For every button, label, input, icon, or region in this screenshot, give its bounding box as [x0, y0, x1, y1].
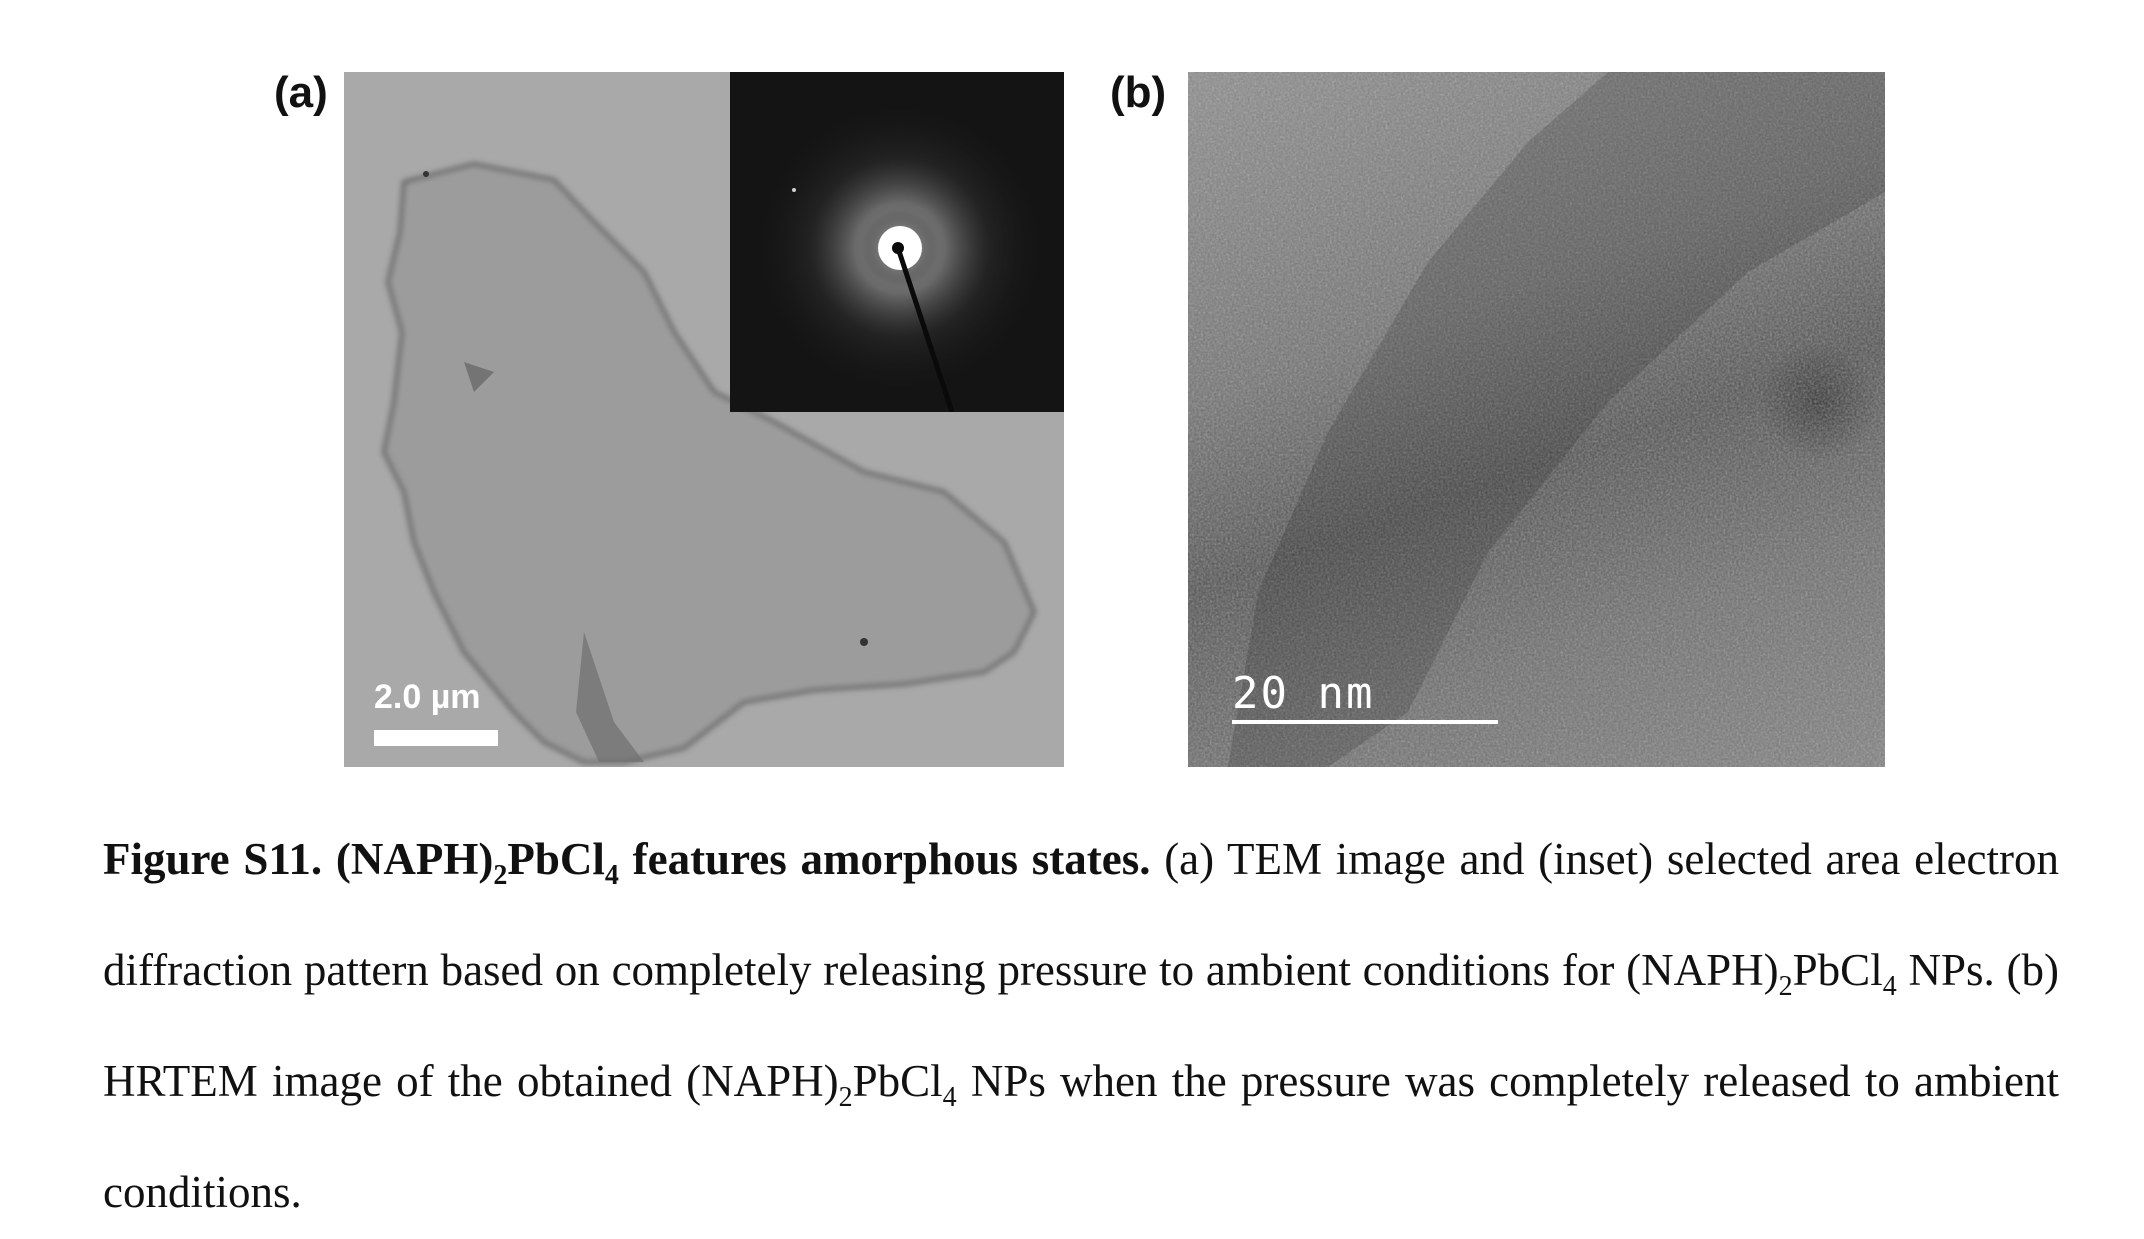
- hrtem-image-panel-b: 20 nm: [1188, 72, 1885, 767]
- panel-b-label: (b): [1110, 68, 1167, 117]
- diffraction-pattern-inset: [730, 72, 1064, 412]
- scale-bar-b: [1232, 720, 1498, 724]
- scale-bar-a: [374, 730, 498, 746]
- panel-a-label: (a): [274, 68, 328, 117]
- figure-caption: Figure S11. (NAPH)2PbCl4 features amorph…: [103, 812, 2059, 1239]
- scale-bar-label-b: 20 nm: [1232, 668, 1375, 719]
- scale-bar-label-a: 2.0 µm: [374, 678, 481, 716]
- hrtem-noise-texture: [1188, 72, 1885, 767]
- caption-figure-label: Figure S11.: [103, 834, 323, 884]
- tem-image-panel-a: 2.0 µm: [344, 72, 1064, 767]
- caption-title: (NAPH)2PbCl4 features amorphous states.: [335, 834, 1151, 891]
- caption-body: (a) TEM image and (inset) selected area …: [103, 834, 2060, 1217]
- tem-flake-shape: [382, 162, 1036, 764]
